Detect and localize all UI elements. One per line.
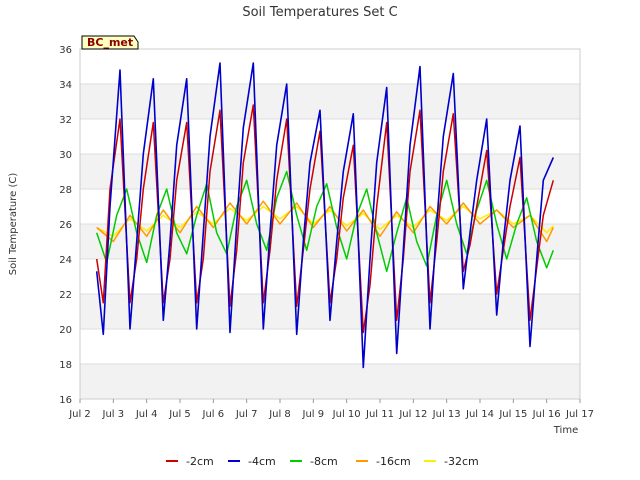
y-tick-label: 32 <box>59 115 72 126</box>
x-tick-label: Jul 10 <box>332 409 361 420</box>
legend-label: -16cm <box>376 455 411 468</box>
background-band <box>80 364 580 399</box>
x-tick-label: Jul 11 <box>365 409 394 420</box>
x-tick-label: Jul 8 <box>268 409 291 420</box>
plot-border <box>79 48 581 400</box>
legend-label: -32cm <box>444 455 479 468</box>
background-band <box>80 224 580 259</box>
x-tick-label: Jul 5 <box>168 409 191 420</box>
y-tick-label: 24 <box>59 255 72 266</box>
station-badge: BC_met <box>81 35 139 50</box>
chart-title: Soil Temperatures Set C <box>242 5 397 20</box>
x-tick-label: Jul 14 <box>465 409 494 420</box>
y-tick-label: 28 <box>59 185 72 196</box>
x-tick-label: Jul 15 <box>498 409 527 420</box>
x-tick-labels: Jul 2 Jul 3 Jul 4 Jul 5 Jul 6 Jul 7 Jul 8 Jul 9… <box>68 399 594 420</box>
badge-label: BC_met <box>87 36 133 49</box>
x-tick-label: Jul 9 <box>302 409 325 420</box>
series-layer <box>95 62 555 369</box>
background-band <box>80 84 580 119</box>
x-tick-label: Jul 17 <box>565 409 594 420</box>
x-tick-label: Jul 6 <box>202 409 225 420</box>
x-tick-label: Jul 3 <box>102 409 125 420</box>
x-tick-label: Jul 7 <box>235 409 258 420</box>
y-tick-label: 36 <box>59 45 72 56</box>
legend-label: -8cm <box>310 455 338 468</box>
x-tick-label: Jul 4 <box>135 409 158 420</box>
y-tick-label: 16 <box>59 395 72 406</box>
y-tick-label: 26 <box>59 220 72 231</box>
background-band <box>80 154 580 189</box>
legend-label: -2cm <box>186 455 214 468</box>
x-axis-title: Time <box>553 425 578 436</box>
y-tick-label: 20 <box>59 325 72 336</box>
legend: -2cm -4cm -8cm -16cm -32cm <box>166 455 479 468</box>
x-tick-label: Jul 16 <box>532 409 561 420</box>
y-axis-title: Soil Temperature (C) <box>8 173 19 276</box>
y-tick-label: 18 <box>59 360 72 371</box>
x-tick-label: Jul 12 <box>398 409 427 420</box>
x-tick-label: Jul 13 <box>432 409 461 420</box>
legend-label: -4cm <box>248 455 276 468</box>
y-tick-label: 30 <box>59 150 72 161</box>
series-line--4cm <box>95 62 555 369</box>
x-tick-label: Jul 2 <box>68 409 91 420</box>
y-tick-label: 22 <box>59 290 72 301</box>
badge-background <box>81 35 139 50</box>
y-tick-labels: 16 18 20 22 24 26 28 30 32 34 36 <box>59 45 72 406</box>
y-tick-label: 34 <box>59 80 72 91</box>
